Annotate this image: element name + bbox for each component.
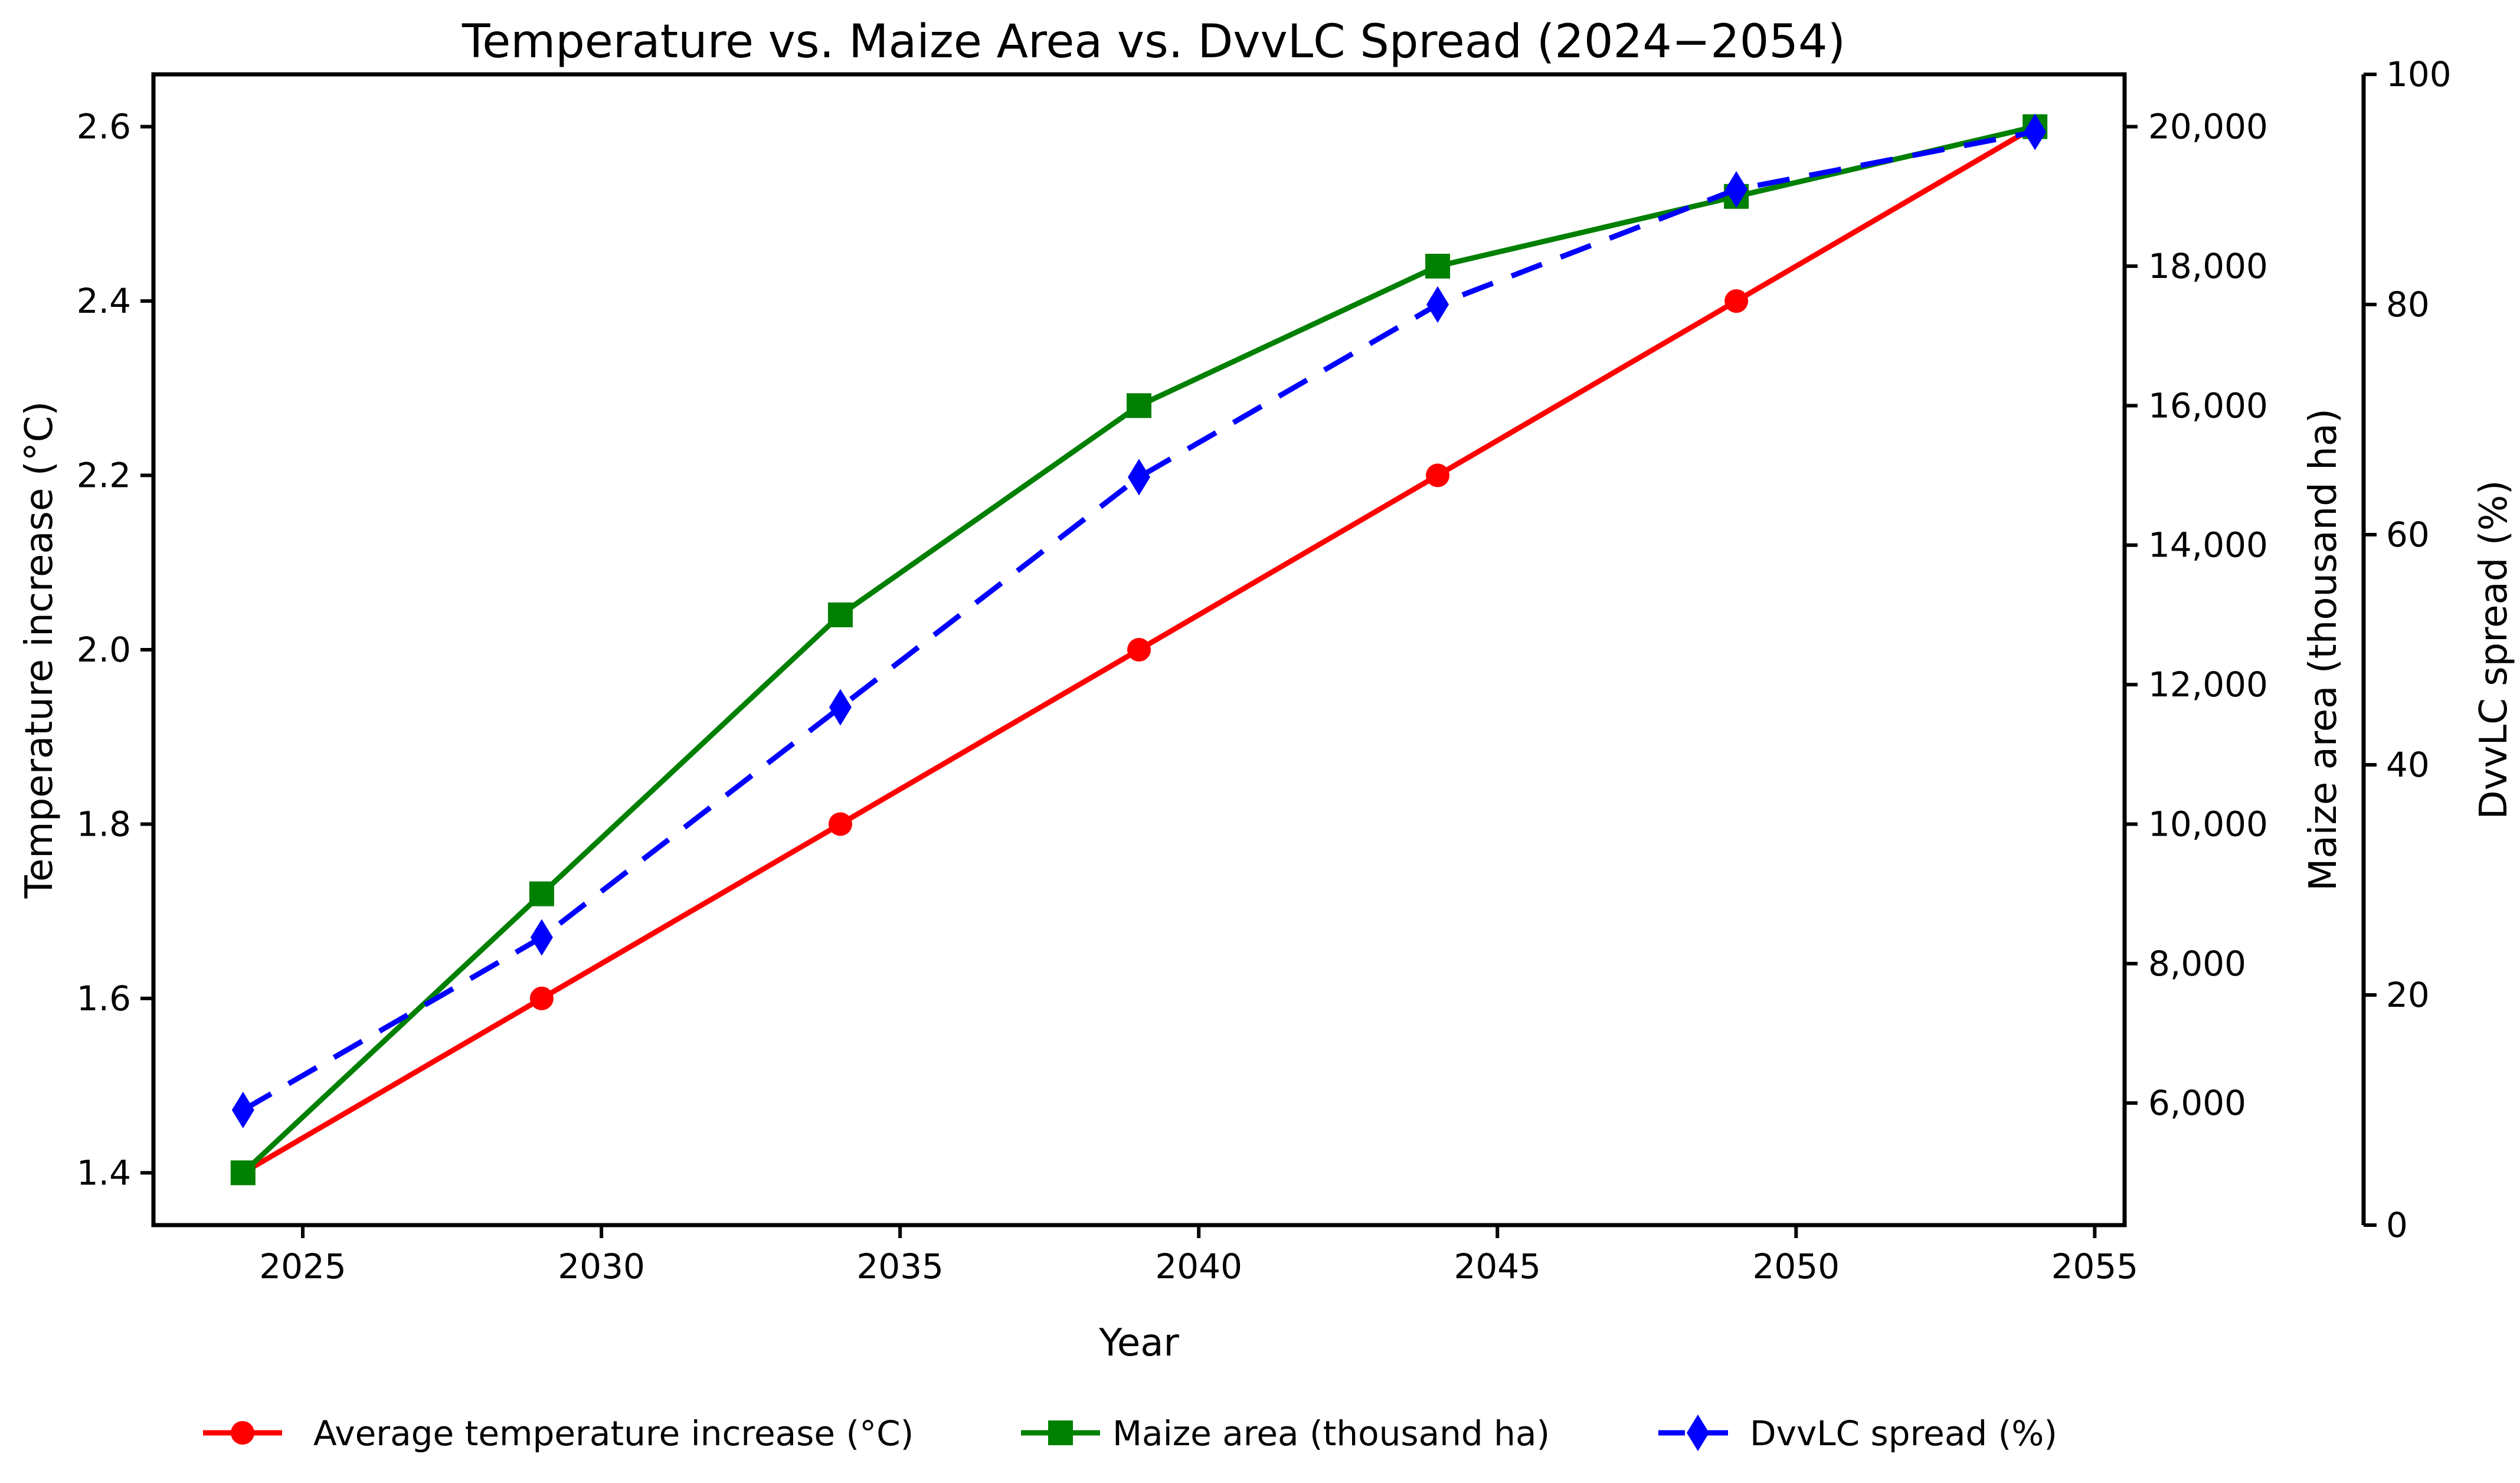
data-point-marker (231, 1092, 254, 1128)
chart-title: Temperature vs. Maize Area vs. DvvLC Spr… (462, 15, 1845, 68)
legend-label-dvvlc: DvvLC spread (%) (1750, 1413, 2057, 1453)
far-right-tick-label: 20 (2386, 975, 2430, 1015)
legend (203, 1415, 1737, 1451)
right-tick-label: 10,000 (2148, 804, 2268, 844)
left-axis-label: Temperature increase (°C) (18, 401, 61, 899)
far-right-tick-label: 80 (2386, 284, 2430, 325)
legend-label-maize: Maize area (thousand ha) (1112, 1413, 1550, 1453)
left-tick-label: 1.6 (77, 978, 131, 1019)
far-right-tick-label: 60 (2386, 515, 2430, 555)
far-right-tick-label: 40 (2386, 745, 2430, 785)
left-tick-label: 2.2 (77, 456, 131, 496)
x-axis-label: Year (1098, 1321, 1179, 1365)
x-axis: 2025 2030 2035 2040 2045 2050 2055 (259, 1225, 2138, 1286)
far-right-axis: 0 20 40 60 80 100 (2364, 54, 2452, 1245)
data-point-marker (2024, 113, 2047, 150)
legend-sample-marker (1048, 1420, 1073, 1445)
left-tick-label: 2.6 (77, 107, 131, 147)
data-point-marker (1128, 459, 1150, 496)
x-tick-label: 2030 (558, 1246, 645, 1286)
data-point-marker (529, 986, 554, 1010)
left-tick-label: 1.4 (77, 1153, 131, 1193)
right-tick-label: 20,000 (2148, 107, 2268, 147)
left-tick-label: 2.4 (77, 281, 131, 321)
far-right-axis-label: DvvLC spread (%) (2472, 480, 2516, 820)
x-tick-label: 2050 (1753, 1246, 1840, 1286)
x-tick-label: 2055 (2051, 1246, 2139, 1286)
data-point-marker (827, 602, 853, 627)
data-point-marker (1127, 638, 1151, 662)
x-tick-label: 2035 (856, 1246, 944, 1286)
data-point-marker (1426, 463, 1450, 487)
right-tick-label: 6,000 (2148, 1083, 2246, 1123)
data-point-marker (1724, 289, 1749, 313)
x-tick-label: 2040 (1155, 1246, 1242, 1286)
data-point-marker (1127, 393, 1151, 418)
data-point-marker (530, 919, 553, 956)
data-point-marker (829, 689, 852, 726)
right-tick-label: 14,000 (2148, 525, 2268, 565)
data-point-marker (230, 1160, 256, 1186)
series-far-right (231, 113, 2047, 1128)
legend-label-temperature: Average temperature increase (°C) (313, 1413, 914, 1453)
legend-sample-marker (1687, 1415, 1709, 1451)
left-tick-label: 1.8 (77, 804, 131, 844)
right-axis-label: Maize area (thousand ha) (2302, 408, 2345, 891)
right-tick-label: 18,000 (2148, 246, 2268, 286)
data-point-marker (1725, 171, 1748, 208)
right-tick-label: 8,000 (2148, 944, 2246, 984)
x-tick-label: 2045 (1454, 1246, 1541, 1286)
left-axis: 1.4 1.6 1.8 2.0 2.2 2.4 2.6 (77, 107, 153, 1193)
legend-sample-marker (231, 1421, 254, 1445)
right-tick-label: 12,000 (2148, 664, 2268, 705)
far-right-tick-label: 100 (2386, 54, 2452, 94)
data-point-marker (828, 812, 852, 836)
series-line (241, 129, 2036, 1112)
far-right-tick-label: 0 (2386, 1205, 2408, 1245)
left-tick-label: 2.0 (77, 630, 131, 670)
plot-area: 2025 2030 2035 2040 2045 2050 20551.41.61.82.0… (77, 54, 2452, 1451)
x-tick-label: 2025 (259, 1246, 346, 1286)
right-axis: 6,000 8,000 10,000 12,000 14,000 16,000 18,000… (2125, 107, 2268, 1123)
data-point-marker (1426, 286, 1449, 323)
series-left (231, 114, 2047, 1185)
right-tick-label: 16,000 (2148, 385, 2268, 425)
data-point-marker (529, 881, 554, 906)
data-point-marker (1425, 254, 1451, 279)
